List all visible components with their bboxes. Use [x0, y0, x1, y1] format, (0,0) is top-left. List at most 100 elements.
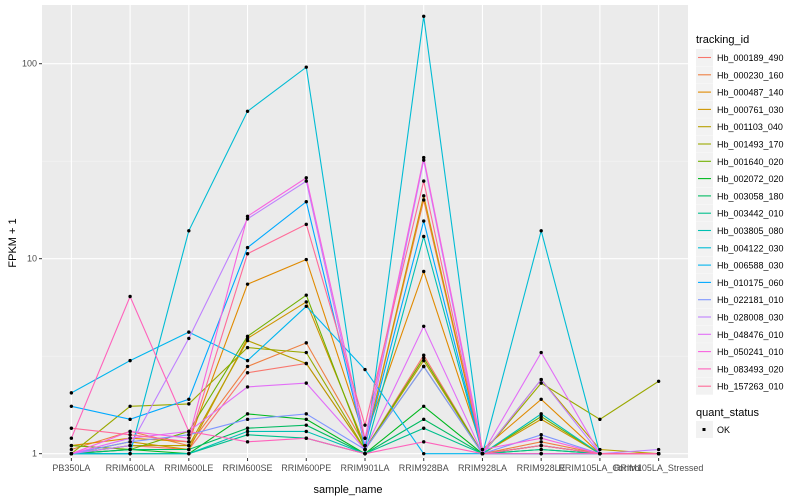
- legend-label: Hb_000761_030: [717, 105, 784, 115]
- data-point: [304, 381, 308, 385]
- data-point: [69, 451, 74, 456]
- data-point: [539, 397, 543, 402]
- data-point: [304, 65, 308, 69]
- data-point: [304, 361, 308, 366]
- data-point: [363, 423, 367, 427]
- data-point: [422, 324, 426, 328]
- data-point: [69, 426, 74, 430]
- data-point: [128, 433, 132, 437]
- legend-label: Hb_022181_010: [717, 295, 784, 305]
- data-point: [656, 447, 661, 452]
- legend-label: Hb_157263_010: [717, 382, 784, 392]
- colour-legend-title: tracking_id: [696, 34, 749, 46]
- data-point: [245, 364, 250, 369]
- data-point: [128, 451, 132, 456]
- legend-label: Hb_004122_030: [717, 243, 784, 253]
- data-point: [422, 179, 426, 183]
- data-point: [304, 429, 308, 434]
- data-point: [69, 391, 74, 395]
- data-points: [69, 14, 661, 456]
- y-axis: 1 10 100: [22, 59, 42, 459]
- data-point: [363, 443, 367, 448]
- data-point: [69, 447, 74, 452]
- data-point: [245, 217, 250, 221]
- data-point: [245, 426, 250, 430]
- data-point: [656, 379, 661, 384]
- data-point: [304, 222, 308, 227]
- legend-label: Hb_001103_040: [717, 122, 783, 132]
- data-point: [245, 358, 250, 363]
- data-point: [539, 381, 543, 385]
- data-point: [187, 229, 191, 233]
- data-point: [539, 440, 543, 444]
- legend-label: Hb_001640_020: [717, 157, 784, 167]
- data-point: [598, 447, 602, 452]
- data-point: [598, 417, 602, 422]
- data-point: [304, 293, 308, 297]
- data-point: [422, 155, 426, 160]
- data-point: [304, 199, 308, 204]
- legend-label: Hb_001493_170: [717, 140, 784, 150]
- data-point: [422, 14, 426, 19]
- data-point: [304, 350, 308, 355]
- x-tick-label: PB350LA: [52, 463, 90, 473]
- data-point: [245, 429, 250, 434]
- data-point: [539, 451, 543, 456]
- data-point: [128, 417, 132, 422]
- data-point: [422, 158, 426, 162]
- data-point: [539, 350, 543, 355]
- data-point: [539, 417, 543, 422]
- data-point: [245, 338, 250, 343]
- data-point: [422, 219, 426, 223]
- data-point: [304, 300, 308, 304]
- data-point: [245, 417, 250, 422]
- data-point: [187, 429, 191, 434]
- data-point: [539, 377, 543, 382]
- x-tick-label: RRIM928LE: [517, 463, 566, 473]
- data-point: [69, 443, 74, 448]
- data-point: [422, 269, 426, 274]
- data-point: [304, 417, 308, 422]
- x-tick-label: RRIM928BA: [399, 463, 449, 473]
- data-point: [422, 451, 426, 456]
- data-point: [363, 451, 367, 456]
- x-tick-label: RRIM105LA_Stressed: [614, 463, 704, 473]
- data-point: [245, 245, 250, 250]
- data-point: [245, 412, 250, 416]
- data-point: [128, 447, 132, 452]
- data-point: [422, 353, 426, 357]
- data-point: [539, 447, 543, 452]
- data-point: [304, 304, 308, 308]
- data-point: [245, 334, 250, 338]
- legend-label: Hb_028008_030: [717, 313, 784, 323]
- x-tick-label: RRIM901LA: [340, 463, 389, 473]
- legend-label: Hb_002072_020: [717, 174, 784, 184]
- data-point: [304, 179, 308, 183]
- legend-label: Hb_006588_030: [717, 261, 784, 271]
- x-tick-label: RRIM600LE: [164, 463, 213, 473]
- data-point: [187, 443, 191, 448]
- data-point: [187, 440, 191, 444]
- legend-label: Hb_000230_160: [717, 70, 784, 80]
- data-point: [304, 412, 308, 416]
- data-point: [363, 436, 367, 440]
- data-point: [422, 194, 426, 198]
- data-point: [480, 447, 485, 452]
- data-point: [128, 358, 132, 363]
- data-point: [245, 440, 250, 444]
- data-point: [128, 294, 132, 299]
- data-point: [539, 433, 543, 437]
- shape-legend-items: OK: [696, 421, 730, 438]
- shape-legend-title: quant_status: [696, 407, 759, 419]
- data-point: [69, 436, 74, 440]
- data-point: [539, 229, 543, 233]
- data-point: [304, 436, 308, 440]
- data-point: [128, 443, 132, 448]
- data-point: [422, 426, 426, 430]
- data-point: [187, 330, 191, 334]
- x-tick-label: RRIM600LA: [106, 463, 155, 473]
- legend-label: Hb_003442_010: [717, 209, 784, 219]
- data-point: [422, 364, 426, 369]
- legend-label: Hb_010175_060: [717, 278, 784, 288]
- data-point: [187, 336, 191, 341]
